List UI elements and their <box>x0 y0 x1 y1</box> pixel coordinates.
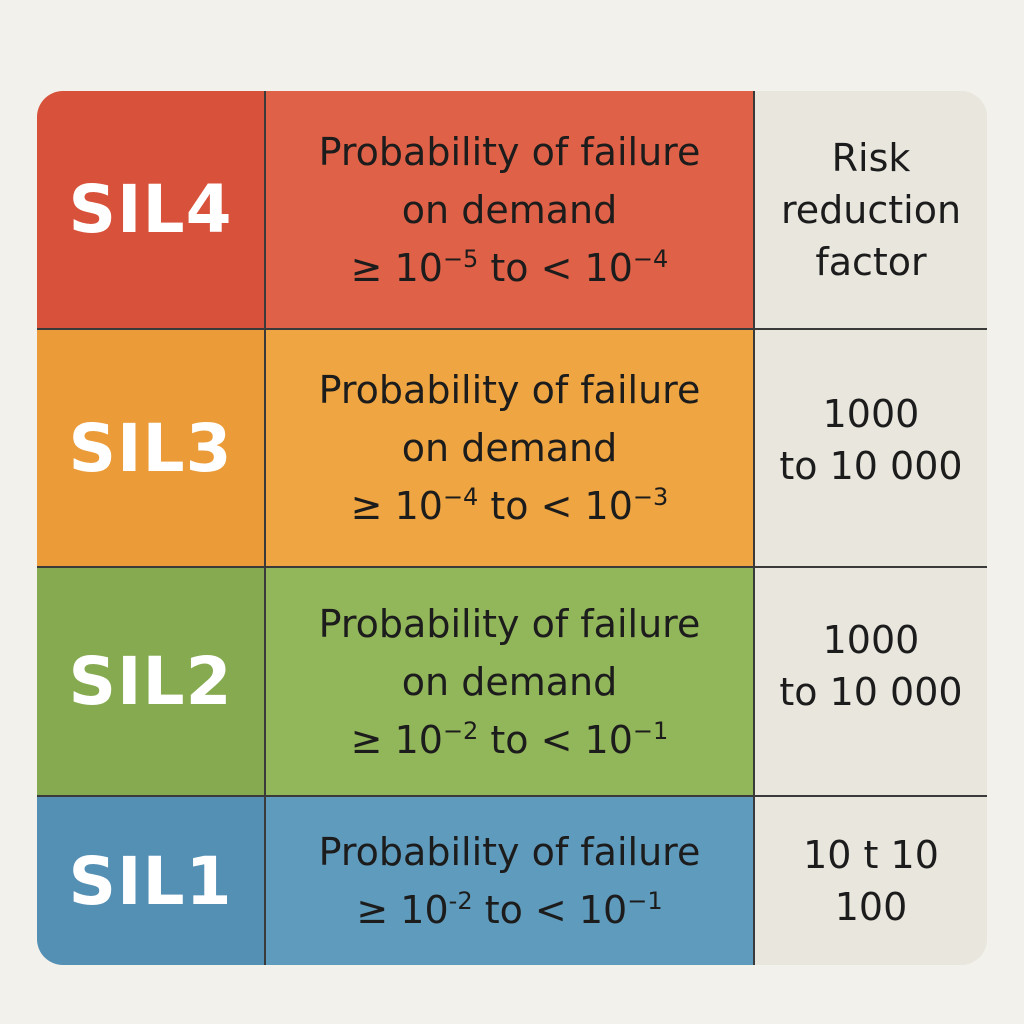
sil4-pfd-range: ≥ 10−5 to < 10−4 <box>319 239 701 297</box>
sil4-range-mid: to < 10 <box>478 245 633 290</box>
sil1-pfd-text: Probability of failure ≥ 10-2 to < 10−1 <box>319 823 701 939</box>
sil2-rrf-text: 1000 to 10 000 <box>779 614 962 718</box>
sil4-rrf-line-2: reduction <box>780 187 962 232</box>
sil-table: SIL4 Probability of failure on demand ≥ … <box>37 91 987 965</box>
sil4-level-label: SIL4 <box>68 171 233 248</box>
sil3-pfd-line-1: Probability of failure <box>318 368 701 412</box>
sil1-rrf-text: 10 t 10 100 <box>803 829 939 933</box>
sil4-rrf-text: Risk reduction factor <box>781 132 961 288</box>
sil3-level-label: SIL3 <box>68 409 233 487</box>
sil2-range-exp-low: −2 <box>442 716 479 745</box>
sil4-pfd-cell: Probability of failure on demand ≥ 10−5 … <box>266 91 755 330</box>
sil1-range-mid: to < 10 <box>472 888 628 932</box>
sil3-level-cell: SIL3 <box>37 330 266 568</box>
sil3-pfd-cell: Probability of failure on demand ≥ 10−4 … <box>266 330 755 568</box>
sil4-pfd-line-1: Probability of failure <box>318 129 701 174</box>
sil1-pfd-cell: Probability of failure ≥ 10-2 to < 10−1 <box>266 797 755 965</box>
sil3-pfd-line-2: on demand <box>401 426 618 470</box>
sil4-range-exp-low: −5 <box>442 244 479 273</box>
sil1-level-label: SIL1 <box>68 842 233 920</box>
sil2-level-label: SIL2 <box>68 643 233 720</box>
sil4-range-prefix: ≥ 10 <box>350 245 443 290</box>
sil4-rrf-cell: Risk reduction factor <box>755 91 987 330</box>
sil1-rrf-line-1: 10 t 10 <box>803 833 939 877</box>
sil4-range-exp-high: −4 <box>632 244 669 273</box>
sil3-range-exp-high: −3 <box>632 483 669 511</box>
sil3-range-mid: to < 10 <box>478 484 633 528</box>
sil2-pfd-text: Probability of failure on demand ≥ 10−2 … <box>319 595 701 769</box>
sil2-pfd-cell: Probability of failure on demand ≥ 10−2 … <box>266 568 755 797</box>
sil3-rrf-line-2: to 10 000 <box>779 444 963 488</box>
sil1-range-prefix: ≥ 10 <box>356 888 449 932</box>
sil2-range-prefix: ≥ 10 <box>350 717 443 762</box>
sil1-rrf-line-2: 100 <box>834 885 908 929</box>
sil1-range-exp-low: -2 <box>448 887 473 915</box>
sil3-range-prefix: ≥ 10 <box>350 484 443 528</box>
sil3-pfd-text: Probability of failure on demand ≥ 10−4 … <box>319 361 701 535</box>
sil3-range-exp-low: −4 <box>442 483 479 511</box>
sil1-range-exp-high: −1 <box>627 887 663 915</box>
sil4-level-cell: SIL4 <box>37 91 266 330</box>
sil2-range-exp-high: −1 <box>632 716 669 745</box>
sil3-pfd-range: ≥ 10−4 to < 10−3 <box>319 477 701 535</box>
sil2-pfd-range: ≥ 10−2 to < 10−1 <box>319 711 701 769</box>
sil1-rrf-cell: 10 t 10 100 <box>755 797 987 965</box>
sil4-pfd-line-2: on demand <box>401 187 618 232</box>
sil2-rrf-line-2: to 10 000 <box>779 670 963 714</box>
sil4-pfd-text: Probability of failure on demand ≥ 10−5 … <box>319 123 701 297</box>
sil3-rrf-line-1: 1000 <box>822 392 920 436</box>
sil1-level-cell: SIL1 <box>37 797 266 965</box>
sil2-pfd-line-2: on demand <box>401 659 618 704</box>
sil2-level-cell: SIL2 <box>37 568 266 797</box>
sil4-rrf-line-1: Risk <box>831 135 911 180</box>
sil1-pfd-range: ≥ 10-2 to < 10−1 <box>319 881 701 939</box>
sil2-rrf-cell: 1000 to 10 000 <box>755 568 987 797</box>
sil2-rrf-line-1: 1000 <box>822 618 920 662</box>
sil1-pfd-line-1: Probability of failure <box>318 830 701 874</box>
sil3-rrf-text: 1000 to 10 000 <box>779 388 962 492</box>
sil4-rrf-line-3: factor <box>815 239 927 284</box>
sil2-pfd-line-1: Probability of failure <box>318 601 701 646</box>
sil2-range-mid: to < 10 <box>478 717 633 762</box>
sil3-rrf-cell: 1000 to 10 000 <box>755 330 987 568</box>
